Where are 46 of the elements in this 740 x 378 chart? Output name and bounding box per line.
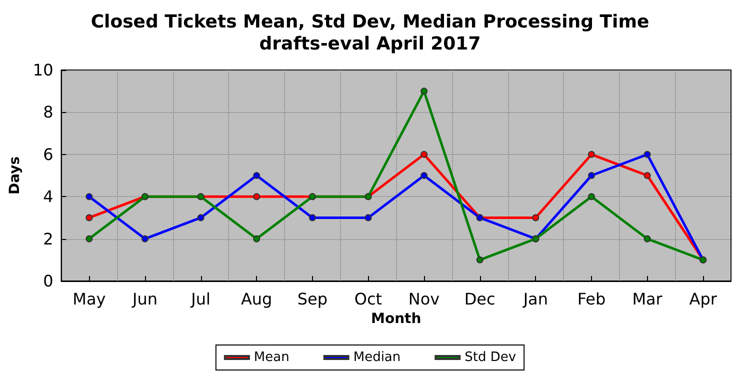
point (86, 235, 93, 242)
x-axis-title: Month (371, 310, 422, 327)
point (644, 235, 651, 242)
x-tick-label: Dec (464, 290, 496, 308)
point (86, 193, 93, 200)
point (364, 214, 372, 222)
y-tick-label: 2 (43, 229, 54, 248)
point (420, 172, 428, 179)
legend-label: Median (353, 350, 401, 365)
y-tick-label: 0 (43, 272, 54, 290)
legend-label: Mean (254, 350, 290, 365)
point (644, 172, 651, 179)
x-tick-label: Mar (632, 290, 663, 308)
point (588, 193, 595, 200)
point (588, 150, 595, 158)
point (253, 235, 260, 242)
x-tick-label: Jan (522, 290, 548, 308)
y-tick-label: 6 (43, 144, 54, 164)
point (86, 214, 93, 222)
y-tick-label: 4 (43, 187, 54, 206)
y-tick-label: 10 (32, 60, 54, 80)
x-tick-label: May (72, 290, 106, 308)
x-tick-label: Sep (297, 290, 328, 308)
point (420, 150, 428, 158)
point (644, 150, 651, 158)
x-tick-label: Aug (240, 290, 272, 308)
point (141, 235, 148, 242)
point (420, 88, 428, 95)
x-tick-label: Oct (354, 290, 382, 308)
legend-label: Std Dev (464, 350, 516, 365)
point (253, 193, 260, 200)
x-tick-label: Jun (131, 290, 158, 308)
point (253, 172, 260, 179)
chart-subtitle: drafts-eval April 2017 (259, 34, 481, 54)
y-axis-title: Days (7, 156, 23, 195)
x-tick-label: Nov (408, 290, 440, 308)
x-tick-label: Feb (577, 290, 606, 308)
point (476, 256, 484, 264)
point (197, 214, 204, 222)
point (308, 214, 316, 222)
x-tick-label: Jul (190, 290, 210, 308)
point (532, 214, 540, 222)
point (588, 172, 595, 179)
x-tick-label: Apr (689, 290, 718, 308)
chart-title: Closed Tickets Mean, Std Dev, Median Processing Time (90, 12, 650, 32)
y-tick-label: 8 (43, 102, 54, 122)
